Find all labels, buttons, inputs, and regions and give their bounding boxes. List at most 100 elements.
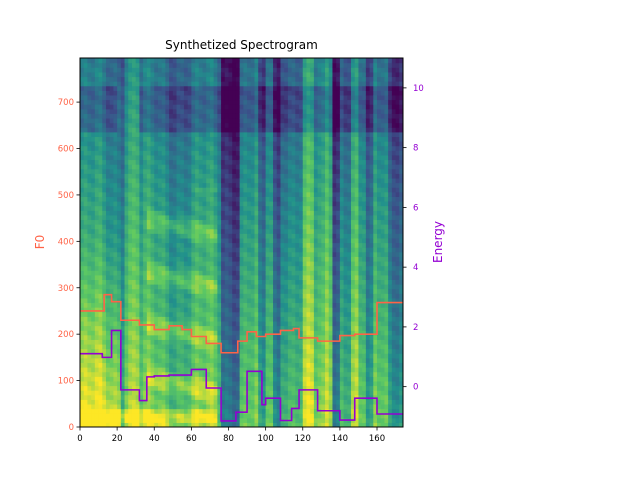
spectrogram-cell [180, 145, 185, 151]
spectrogram-cell [209, 417, 215, 423]
spectrogram-cell [109, 311, 115, 317]
spectrogram-cell [169, 367, 174, 373]
spectrogram-cell [202, 399, 207, 405]
spectrogram-cell [235, 182, 241, 188]
spectrogram-cell [195, 191, 200, 197]
spectrogram-cell [258, 288, 263, 294]
spectrogram-cell [98, 270, 103, 276]
spectrogram-cell [195, 122, 200, 128]
spectrogram-cell [187, 251, 192, 257]
spectrogram-cell [243, 164, 248, 170]
spectrogram-cell [131, 247, 137, 253]
spectrogram-cell [187, 380, 192, 387]
spectrogram-cell [232, 362, 237, 368]
spectrogram-cell [287, 219, 293, 225]
spectrogram-cell [109, 399, 115, 405]
spectrogram-cell [139, 177, 144, 184]
spectrogram-cell [180, 385, 185, 391]
spectrogram-cell [228, 334, 233, 340]
spectrogram-cell [187, 90, 192, 96]
spectrogram-cell [206, 182, 211, 188]
spectrogram-cell [154, 131, 159, 138]
spectrogram-cell [273, 219, 278, 225]
spectrogram-cell [261, 214, 267, 221]
spectrogram-cell [302, 242, 308, 248]
spectrogram-cell [94, 81, 100, 87]
spectrogram-cell [239, 191, 244, 197]
spectrogram-cell [120, 233, 126, 239]
spectrogram-cell [269, 127, 274, 133]
spectrogram-cell [176, 150, 181, 156]
spectrogram-cell [306, 293, 311, 299]
spectrogram-cell [124, 122, 129, 128]
spectrogram-cell [154, 187, 159, 193]
spectrogram-cell [98, 164, 103, 170]
spectrogram-cell [195, 413, 200, 419]
spectrogram-cell [113, 330, 118, 336]
spectrogram-cell [198, 403, 204, 410]
spectrogram-cell [117, 260, 122, 267]
spectrogram-cell [161, 99, 166, 105]
spectrogram-cell [191, 219, 196, 225]
spectrogram-cell [180, 214, 185, 221]
spectrogram-cell [176, 76, 181, 82]
spectrogram-cell [98, 302, 103, 308]
spectrogram-cell [165, 403, 170, 410]
spectrogram-cell [109, 320, 115, 327]
spectrogram-cell [180, 177, 185, 184]
spectrogram-cell [287, 62, 293, 68]
spectrogram-cell [302, 237, 308, 244]
spectrogram-cell [235, 357, 241, 364]
spectrogram-cell [117, 265, 122, 271]
spectrogram-cell [273, 81, 278, 87]
spectrogram-cell [146, 311, 152, 317]
spectrogram-cell [80, 367, 85, 373]
spectrogram-cell [117, 94, 122, 101]
spectrogram-cell [250, 131, 256, 138]
spectrogram-cell [165, 293, 170, 299]
spectrogram-cell [117, 325, 122, 331]
spectrogram-cell [206, 242, 211, 248]
spectrogram-cell [195, 270, 200, 276]
spectrogram-cell [191, 362, 196, 368]
spectrogram-cell [247, 288, 252, 294]
spectrogram-cell [202, 422, 207, 427]
spectrogram-cell [287, 371, 293, 377]
spectrogram-cell [306, 357, 311, 364]
spectrogram-cell [224, 67, 230, 73]
spectrogram-cell [139, 403, 144, 410]
spectrogram-cell [120, 302, 126, 308]
spectrogram-cell [143, 136, 148, 142]
spectrogram-cell [284, 320, 289, 327]
spectrogram-cell [247, 200, 252, 207]
spectrogram-cell [261, 311, 267, 317]
spectrogram-cell [135, 320, 140, 327]
spectrogram-cell [221, 390, 226, 396]
spectrogram-cell [143, 62, 148, 68]
spectrogram-cell [261, 274, 267, 280]
spectrogram-cell [232, 191, 237, 197]
spectrogram-cell [154, 168, 159, 174]
spectrogram-cell [176, 251, 181, 257]
spectrogram-cell [135, 67, 140, 73]
spectrogram-cell [299, 394, 304, 400]
spectrogram-cell [87, 251, 92, 257]
spectrogram-cell [295, 58, 300, 64]
spectrogram-cell [284, 307, 289, 313]
spectrogram-cell [94, 288, 100, 294]
spectrogram-cell [202, 154, 207, 161]
spectrogram-cell [284, 343, 289, 350]
spectrogram-cell [131, 265, 137, 271]
spectrogram-cell [247, 320, 252, 327]
spectrogram-cell [280, 339, 285, 345]
spectrogram-cell [299, 214, 304, 221]
spectrogram-cell [302, 260, 308, 267]
spectrogram-cell [206, 348, 211, 354]
spectrogram-cell [213, 270, 218, 276]
spectrogram-cell [135, 224, 140, 230]
spectrogram-cell [143, 343, 148, 350]
spectrogram-cell [135, 219, 140, 225]
spectrogram-cell [165, 214, 170, 221]
spectrogram-cell [198, 200, 204, 207]
spectrogram-cell [265, 81, 270, 87]
